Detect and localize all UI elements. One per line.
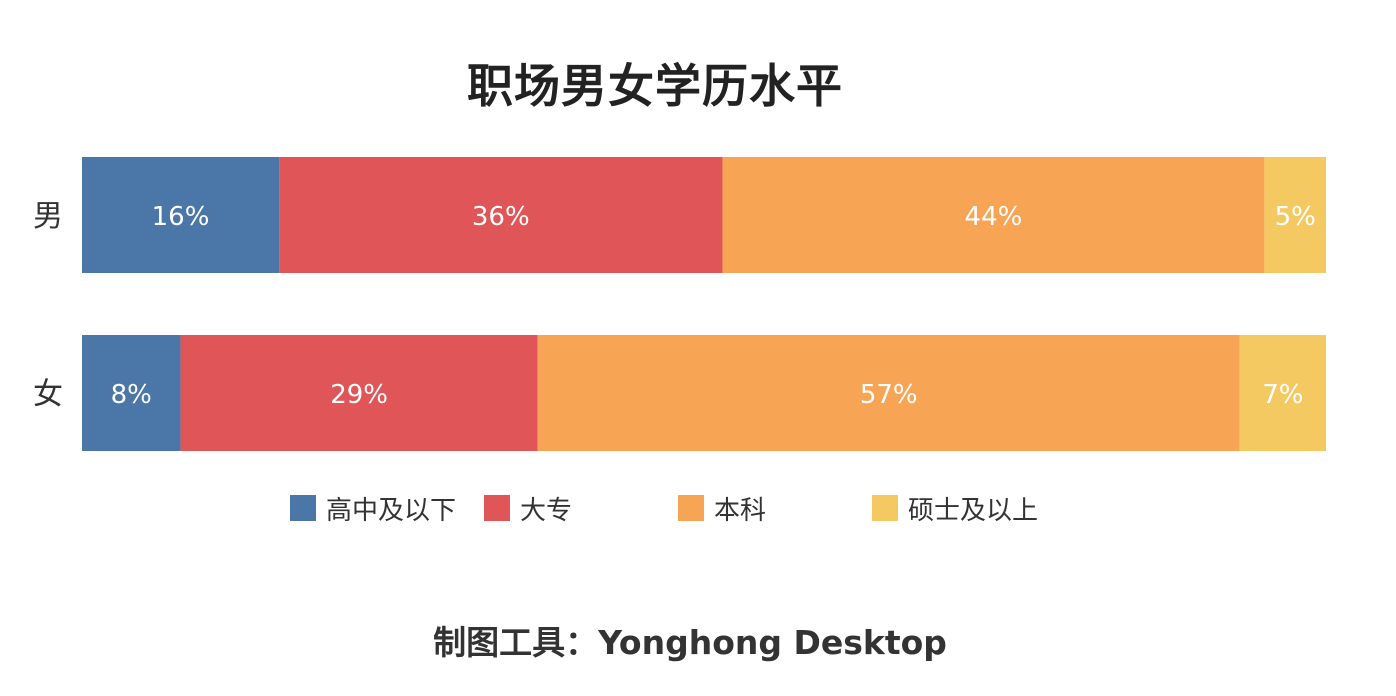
category-label: 女 bbox=[33, 377, 63, 412]
data-label: 36% bbox=[472, 202, 530, 232]
legend-swatch bbox=[872, 495, 898, 521]
legend-label: 大专 bbox=[520, 495, 573, 526]
legend-item: 高中及以下 bbox=[290, 490, 456, 526]
legend-label: 本科 bbox=[714, 495, 767, 526]
data-label: 44% bbox=[965, 202, 1023, 232]
data-label: 8% bbox=[111, 380, 152, 410]
chart-title: 职场男女学历水平 bbox=[467, 59, 843, 113]
bar-segment bbox=[82, 157, 280, 273]
category-label: 男 bbox=[33, 199, 63, 234]
legend-swatch bbox=[678, 495, 704, 521]
data-label: 29% bbox=[330, 380, 388, 410]
data-label: 7% bbox=[1262, 380, 1303, 410]
footer-credit: 制图工具：Yonghong Desktop bbox=[433, 623, 947, 662]
bar-segment bbox=[722, 157, 1265, 273]
bar-segment bbox=[1264, 157, 1326, 273]
legend-label: 硕士及以上 bbox=[908, 495, 1039, 526]
bar-segment bbox=[180, 335, 538, 451]
data-label: 16% bbox=[152, 202, 210, 232]
bar-segment bbox=[1239, 335, 1326, 451]
bar-segment bbox=[279, 157, 723, 273]
legend-item: 大专 bbox=[484, 490, 572, 526]
bar-segment bbox=[82, 335, 181, 451]
data-label: 5% bbox=[1275, 202, 1316, 232]
legend-swatch bbox=[290, 495, 316, 521]
legend-label: 高中及以下 bbox=[326, 495, 457, 526]
bar-segment bbox=[537, 335, 1240, 451]
legend-swatch bbox=[484, 495, 510, 521]
data-label: 57% bbox=[860, 380, 918, 410]
stacked-bar-chart: 男 16% 36% 44% 5% 女 8% 29% 57% 7% bbox=[33, 157, 1326, 451]
legend-item: 硕士及以上 bbox=[872, 490, 1038, 526]
legend-item: 本科 bbox=[678, 490, 766, 526]
